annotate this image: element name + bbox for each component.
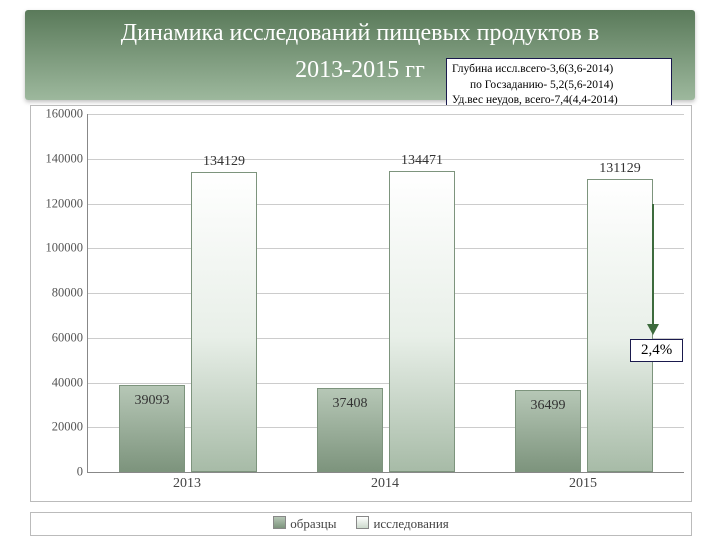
legend-swatch-b bbox=[356, 516, 369, 529]
gridline bbox=[88, 159, 684, 160]
bar-исследования bbox=[389, 171, 455, 472]
legend: образцы исследования bbox=[30, 512, 692, 536]
legend-label: исследования bbox=[373, 516, 448, 531]
bar-value-label: 36499 bbox=[531, 398, 566, 414]
bar-value-label: 39093 bbox=[135, 393, 170, 409]
y-tick-label: 160000 bbox=[31, 107, 83, 122]
slide: Динамика исследований пищевых продуктов … bbox=[0, 0, 720, 540]
bar-value-label: 134129 bbox=[203, 154, 245, 170]
x-tick-label: 2013 bbox=[173, 476, 201, 492]
y-tick-label: 40000 bbox=[31, 375, 83, 390]
y-tick-label: 100000 bbox=[31, 241, 83, 256]
bar-value-label: 134471 bbox=[401, 153, 443, 169]
plot: 39093 134129 37408 134471 36499 131129 2,4% bbox=[87, 114, 684, 473]
y-tick-label: 80000 bbox=[31, 286, 83, 301]
y-tick-label: 120000 bbox=[31, 196, 83, 211]
info-line: Глубина иссл.всего-3,6(3,6-2014) bbox=[452, 62, 666, 78]
x-axis-labels: 2013 2014 2015 bbox=[87, 472, 683, 496]
x-tick-label: 2015 bbox=[569, 476, 597, 492]
legend-item: образцы bbox=[273, 516, 336, 532]
legend-label: образцы bbox=[290, 516, 336, 531]
gridline bbox=[88, 114, 684, 115]
bar-исследования bbox=[587, 179, 653, 472]
bar-value-label: 131129 bbox=[599, 161, 640, 177]
legend-swatch-a bbox=[273, 516, 286, 529]
bar-value-label: 37408 bbox=[333, 396, 368, 412]
chart-area: 3909313412937408134471364991311292,4% 02… bbox=[30, 105, 692, 502]
y-tick-label: 60000 bbox=[31, 330, 83, 345]
y-tick-label: 0 bbox=[31, 465, 83, 480]
y-tick-label: 140000 bbox=[31, 151, 83, 166]
legend-item: исследования bbox=[356, 516, 448, 532]
title-line1: Динамика исследований пищевых продуктов … bbox=[121, 20, 599, 46]
y-tick-label: 20000 bbox=[31, 420, 83, 435]
info-line: по Госзаданию- 5,2(5,6-2014) bbox=[470, 78, 666, 94]
x-tick-label: 2014 bbox=[371, 476, 399, 492]
arrow-down-icon bbox=[652, 204, 654, 334]
pct-annotation: 2,4% bbox=[630, 339, 683, 362]
bar-исследования bbox=[191, 172, 257, 472]
